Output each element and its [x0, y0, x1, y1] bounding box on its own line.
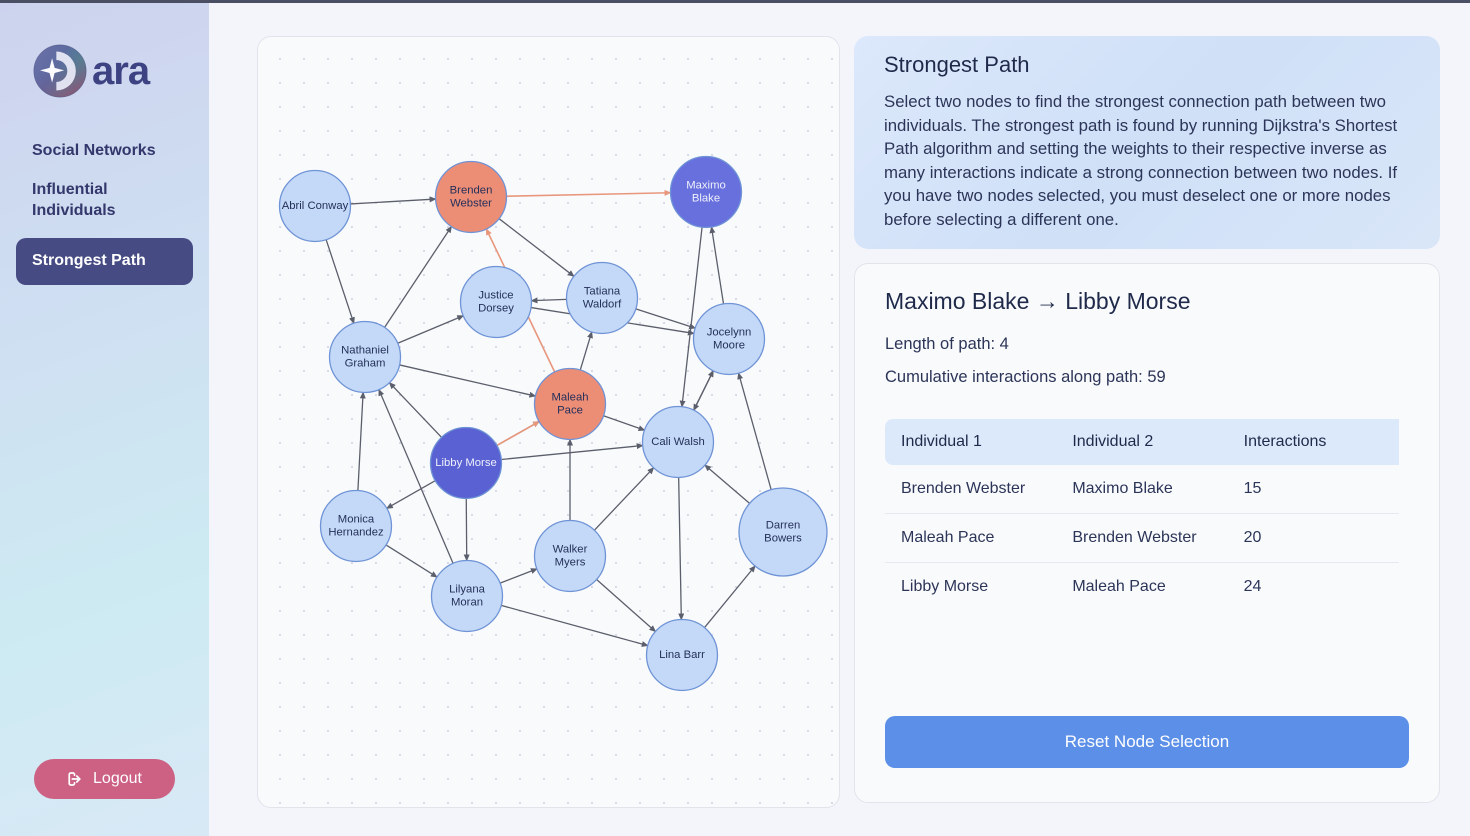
svg-text:Cali Walsh: Cali Walsh: [651, 436, 705, 448]
svg-text:Moore: Moore: [713, 340, 745, 352]
svg-text:Maleah: Maleah: [551, 391, 588, 403]
svg-text:Walker: Walker: [553, 543, 588, 555]
svg-text:Jocelynn: Jocelynn: [707, 326, 752, 338]
svg-text:Libby Morse: Libby Morse: [435, 457, 497, 469]
svg-text:Graham: Graham: [345, 358, 386, 370]
svg-text:Waldorf: Waldorf: [583, 299, 622, 311]
svg-text:Hernandez: Hernandez: [328, 527, 384, 539]
svg-text:Justice: Justice: [478, 289, 513, 301]
svg-text:Dorsey: Dorsey: [478, 303, 514, 315]
svg-text:Maximo: Maximo: [686, 179, 726, 191]
svg-text:Pace: Pace: [557, 405, 583, 417]
svg-text:Bowers: Bowers: [764, 533, 802, 545]
svg-text:Moran: Moran: [451, 597, 483, 609]
svg-text:Blake: Blake: [692, 193, 720, 205]
svg-text:Tatiana: Tatiana: [584, 285, 621, 297]
svg-text:Lilyana: Lilyana: [449, 583, 486, 595]
svg-text:Lina Barr: Lina Barr: [659, 649, 705, 661]
svg-text:Nathaniel: Nathaniel: [341, 344, 389, 356]
svg-text:Myers: Myers: [555, 557, 586, 569]
svg-text:Webster: Webster: [450, 198, 492, 210]
svg-text:Abril Conway: Abril Conway: [282, 200, 349, 212]
svg-text:Brenden: Brenden: [450, 184, 493, 196]
svg-text:Darren: Darren: [766, 519, 801, 531]
svg-text:Monica: Monica: [338, 513, 375, 525]
